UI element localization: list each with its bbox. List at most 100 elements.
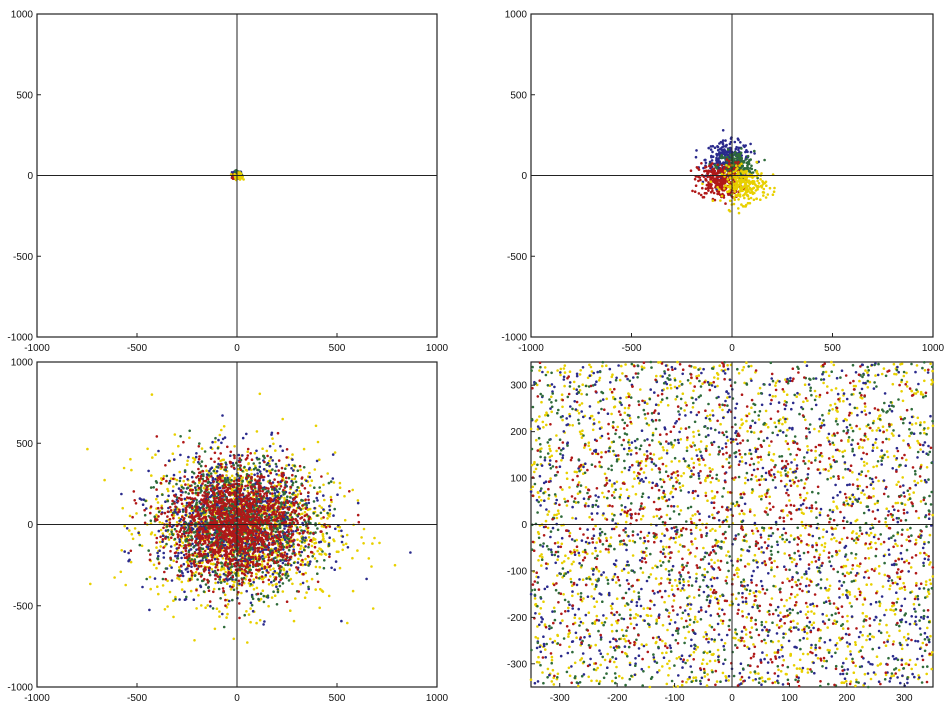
scatter-point-series-3 [224,461,227,465]
scatter-point-series-1 [725,152,728,156]
scatter-point-series-2 [256,472,259,475]
scatter-point-series-2 [267,474,270,478]
scatter-point-series-1 [186,562,190,565]
scatter-point-series-1 [209,562,213,566]
scatter-point-series-4 [755,160,758,164]
scatter-point-series-1 [739,141,742,144]
scatter-point-series-4 [723,169,727,173]
scatter-point-series-4 [175,530,178,533]
scatter-point-series-2 [156,494,159,498]
scatter-point-series-1 [182,479,185,483]
scatter-point-series-1 [175,521,179,524]
scatter-point-series-4 [720,194,724,198]
scatter-point-series-2 [257,497,261,501]
scatter-point-series-3 [187,550,191,554]
scatter-point-series-1 [205,469,208,473]
scatter-point-series-2 [153,577,157,580]
scatter-point-series-4 [756,186,759,190]
scatter-point-series-2 [137,531,140,535]
scatter-point-series-1 [744,150,747,154]
scatter-point-series-3 [187,492,190,495]
scatter-point-series-1 [103,478,106,482]
scatter-point-series-1 [261,447,264,451]
scatter-point-series-1 [341,548,345,552]
scatter-point-series-3 [193,531,197,534]
scatter-point-series-2 [295,488,299,492]
scatter-point-series-4 [255,494,258,498]
scatter-point-series-2 [281,449,285,453]
scatter-point-series-1 [206,604,209,607]
scatter-point-series-4 [227,483,230,487]
scatter-point-series-1 [180,580,184,584]
scatter-point-series-4 [288,544,291,547]
scatter-point-series-3 [166,499,170,503]
scatter-point-series-2 [211,440,214,444]
scatter-point-series-3 [299,554,302,557]
scatter-point-series-2 [191,527,195,531]
scatter-point-series-1 [218,610,221,613]
scatter-point-series-4 [320,475,323,478]
scatter-point-series-3 [716,163,719,166]
scatter-point-series-1 [249,607,252,610]
scatter-point-series-3 [161,493,164,497]
scatter-point-series-3 [192,472,196,475]
scatter-point-series-1 [322,483,325,487]
scatter-point-series-1 [156,501,160,504]
scatter-point-series-4 [282,471,285,475]
scatter-point-series-2 [306,495,310,498]
scatter-point-series-3 [278,584,282,588]
scatter-point-series-4 [741,189,744,193]
scatter-point-series-1 [150,393,154,396]
scatter-point-series-2 [184,513,187,517]
scatter-point-series-4 [246,447,250,451]
scatter-point-series-2 [285,552,289,556]
scatter-point-series-2 [181,571,184,575]
scatter-point-series-3 [223,468,227,472]
scatter-point-series-3 [313,486,316,490]
scatter-point-series-4 [749,191,752,194]
scatter-point-series-1 [723,148,726,151]
scatter-point-series-3 [214,436,217,440]
scatter-point-series-3 [710,183,713,186]
scatter-point-series-1 [161,584,165,587]
scatter-point-series-1 [270,596,274,599]
scatter-point-series-3 [691,189,694,193]
scatter-point-series-2 [234,169,237,172]
scatter-point-series-2 [251,609,255,613]
scatter-point-series-3 [704,187,708,190]
scatter-point-series-4 [162,546,165,549]
scatter-point-series-2 [334,527,337,531]
scatter-point-series-2 [737,158,741,162]
scatter-point-series-1 [232,637,236,641]
scatter-point-series-2 [157,449,160,453]
scatter-point-series-3 [325,532,329,535]
scatter-point-series-1 [719,147,723,150]
scatter-point-series-3 [215,465,219,469]
scatter-point-series-3 [276,590,280,594]
x-tick-label: -1000 [24,343,50,354]
scatter-point-series-3 [699,193,703,197]
scatter-point-series-4 [734,169,737,173]
scatter-point-series-2 [241,436,245,440]
scatter-point-series-3 [173,537,177,541]
scatter-point-series-3 [286,511,290,515]
scatter-point-series-4 [728,199,732,203]
scatter-point-series-1 [267,604,270,608]
scatter-point-series-4 [179,564,183,567]
scatter-point-series-4 [210,553,214,557]
scatter-point-series-2 [328,504,331,508]
scatter-point-series-1 [264,555,268,558]
scatter-point-series-1 [215,607,219,610]
scatter-point-series-1 [326,517,329,520]
scatter-point-series-2 [264,500,267,503]
scatter-point-series-4 [226,445,229,449]
scatter-point-series-3 [249,582,253,586]
scatter-point-series-2 [195,452,198,455]
scatter-point-series-4 [726,185,730,189]
scatter-point-series-1 [202,486,206,490]
scatter-point-series-2 [209,446,213,449]
scatter-point-series-1 [262,553,266,556]
scatter-point-series-1 [310,577,314,581]
scatter-point-series-2 [216,504,219,507]
